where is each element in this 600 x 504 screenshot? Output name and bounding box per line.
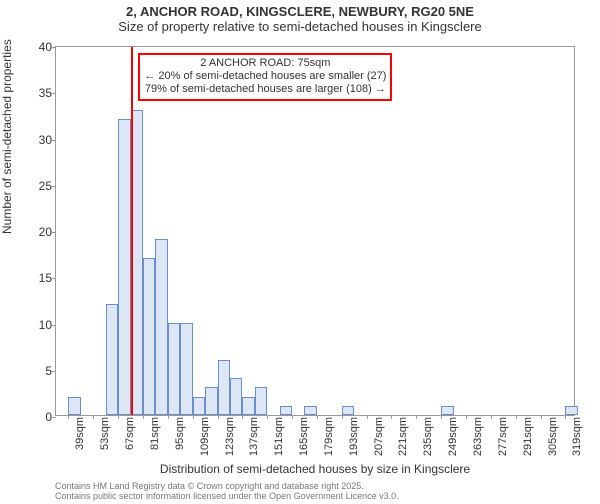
histogram-bar <box>205 387 217 415</box>
histogram-bar <box>230 378 242 415</box>
histogram-bar <box>193 397 205 416</box>
x-tick-label: 137sqm <box>246 415 260 456</box>
y-tick-mark <box>52 186 56 187</box>
x-tick-mark <box>218 415 219 419</box>
x-tick-mark <box>143 415 144 419</box>
histogram-bar <box>441 406 453 415</box>
x-tick-mark <box>565 415 566 419</box>
x-tick-label: 179sqm <box>321 415 335 456</box>
annotation-line-2: ← 20% of semi-detached houses are smalle… <box>144 70 386 83</box>
x-tick-mark <box>342 415 343 419</box>
histogram-bar <box>68 397 80 416</box>
x-tick-label: 81sqm <box>147 415 161 450</box>
x-tick-mark <box>118 415 119 419</box>
x-tick-mark <box>367 415 368 419</box>
y-tick-mark <box>52 278 56 279</box>
x-tick-label: 277sqm <box>495 415 509 456</box>
x-tick-label: 193sqm <box>346 415 360 456</box>
annotation-line-1: 2 ANCHOR ROAD: 75sqm <box>144 57 386 70</box>
x-tick-label: 305sqm <box>545 415 559 456</box>
y-tick-mark <box>52 417 56 418</box>
chart-plot-area: 2 ANCHOR ROAD: 75sqm ← 20% of semi-detac… <box>55 46 575 416</box>
y-tick-mark <box>52 47 56 48</box>
footer-attribution: Contains HM Land Registry data © Crown c… <box>55 482 399 502</box>
chart-subtitle: Size of property relative to semi-detach… <box>0 19 600 34</box>
x-tick-mark <box>168 415 169 419</box>
x-axis-label: Distribution of semi-detached houses by … <box>55 462 575 476</box>
y-tick-mark <box>52 371 56 372</box>
y-tick-mark <box>52 93 56 94</box>
histogram-bar <box>118 119 130 415</box>
x-tick-label: 235sqm <box>420 415 434 456</box>
annotation-line-3: 79% of semi-detached houses are larger (… <box>144 83 386 96</box>
histogram-bar <box>180 323 192 416</box>
x-tick-mark <box>416 415 417 419</box>
histogram-bar <box>106 304 118 415</box>
x-tick-label: 53sqm <box>97 415 111 450</box>
histogram-bar <box>304 406 316 415</box>
y-tick-mark <box>52 232 56 233</box>
histogram-bar <box>168 323 180 416</box>
y-tick-mark <box>52 325 56 326</box>
histogram-bar <box>242 397 254 416</box>
x-tick-label: 249sqm <box>445 415 459 456</box>
x-tick-label: 319sqm <box>569 415 583 456</box>
x-tick-label: 123sqm <box>222 415 236 456</box>
x-tick-mark <box>541 415 542 419</box>
x-tick-mark <box>292 415 293 419</box>
x-tick-mark <box>242 415 243 419</box>
x-tick-mark <box>491 415 492 419</box>
x-tick-label: 151sqm <box>271 415 285 456</box>
x-tick-label: 221sqm <box>395 415 409 456</box>
chart-title: 2, ANCHOR ROAD, KINGSCLERE, NEWBURY, RG2… <box>0 4 600 19</box>
x-tick-mark <box>441 415 442 419</box>
x-tick-label: 291sqm <box>520 415 534 456</box>
histogram-bar <box>218 360 230 416</box>
histogram-bar <box>155 239 167 415</box>
x-tick-mark <box>93 415 94 419</box>
x-tick-label: 165sqm <box>296 415 310 456</box>
x-tick-mark <box>391 415 392 419</box>
x-tick-mark <box>68 415 69 419</box>
bars-container <box>56 47 574 415</box>
x-tick-label: 263sqm <box>470 415 484 456</box>
x-tick-label: 67sqm <box>122 415 136 450</box>
x-tick-label: 39sqm <box>72 415 86 450</box>
histogram-bar <box>255 387 267 415</box>
histogram-bar <box>143 258 155 415</box>
x-tick-mark <box>193 415 194 419</box>
footer-line-2: Contains public sector information licen… <box>55 492 399 502</box>
x-tick-label: 207sqm <box>371 415 385 456</box>
y-axis-label: Number of semi-detached properties <box>0 39 14 234</box>
histogram-bar <box>342 406 354 415</box>
x-tick-mark <box>466 415 467 419</box>
property-marker-line <box>131 47 133 415</box>
x-tick-mark <box>267 415 268 419</box>
x-tick-label: 109sqm <box>197 415 211 456</box>
histogram-bar <box>280 406 292 415</box>
x-tick-mark <box>317 415 318 419</box>
x-tick-label: 95sqm <box>172 415 186 450</box>
x-tick-mark <box>516 415 517 419</box>
histogram-bar <box>565 406 577 415</box>
y-tick-mark <box>52 140 56 141</box>
annotation-box: 2 ANCHOR ROAD: 75sqm ← 20% of semi-detac… <box>138 53 392 101</box>
